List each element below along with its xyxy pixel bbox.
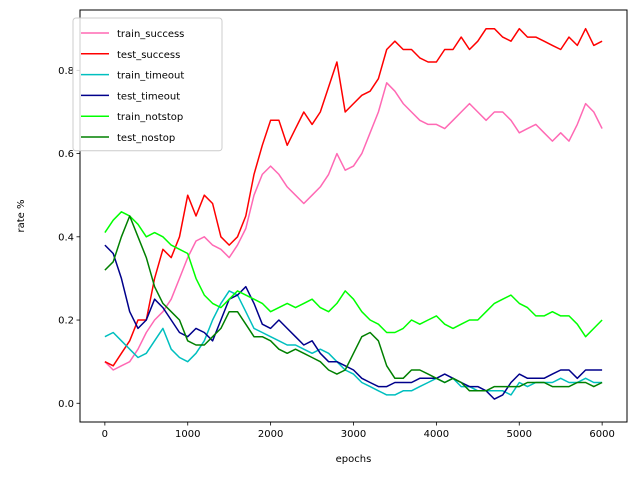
y-tick-label: 0.2 — [58, 316, 74, 327]
y-tick-label: 0.8 — [58, 66, 74, 77]
series-line-train-success — [104, 82, 603, 371]
series-line-test-nostop — [104, 215, 603, 392]
legend-label-test-nostop: test_nostop — [117, 133, 175, 144]
y-tick-label: 0.4 — [58, 232, 74, 243]
y-axis: 0.0 0.2 0.4 0.6 0.8 — [58, 66, 80, 410]
legend: train_success test_success train_timeoutte… — [72, 17, 223, 152]
y-tick-label: 0.0 — [58, 399, 74, 410]
legend-label-train-notstop: train_notstop — [117, 112, 183, 123]
legend-label-train-success: train_success — [117, 29, 184, 40]
legend-label-train-timeout: train_timeout — [117, 71, 184, 82]
series-line-train-notstop — [104, 211, 603, 338]
y-axis-label: rate % — [16, 200, 27, 233]
x-tick-label: 4000 — [424, 429, 449, 440]
x-tick-label: 1000 — [175, 429, 200, 440]
legend-label-test-timeout: test_timeout — [117, 91, 180, 102]
legend-label-test-success: test_success — [117, 50, 180, 61]
series-line-test-timeout — [104, 244, 603, 400]
x-tick-label: 6000 — [589, 429, 614, 440]
series-line-train-timeout — [104, 290, 603, 396]
x-axis: 0 1000 2000 3000 4000 5000 6000 — [102, 422, 615, 440]
y-tick-label: 0.6 — [58, 149, 74, 160]
series-line-test-success — [104, 27, 603, 367]
legend-box — [72, 17, 223, 152]
x-tick-label: 0 — [102, 429, 108, 440]
x-tick-label: 5000 — [507, 429, 532, 440]
x-axis-label: epochs — [336, 454, 372, 465]
x-tick-label: 3000 — [341, 429, 366, 440]
x-tick-label: 2000 — [258, 429, 283, 440]
